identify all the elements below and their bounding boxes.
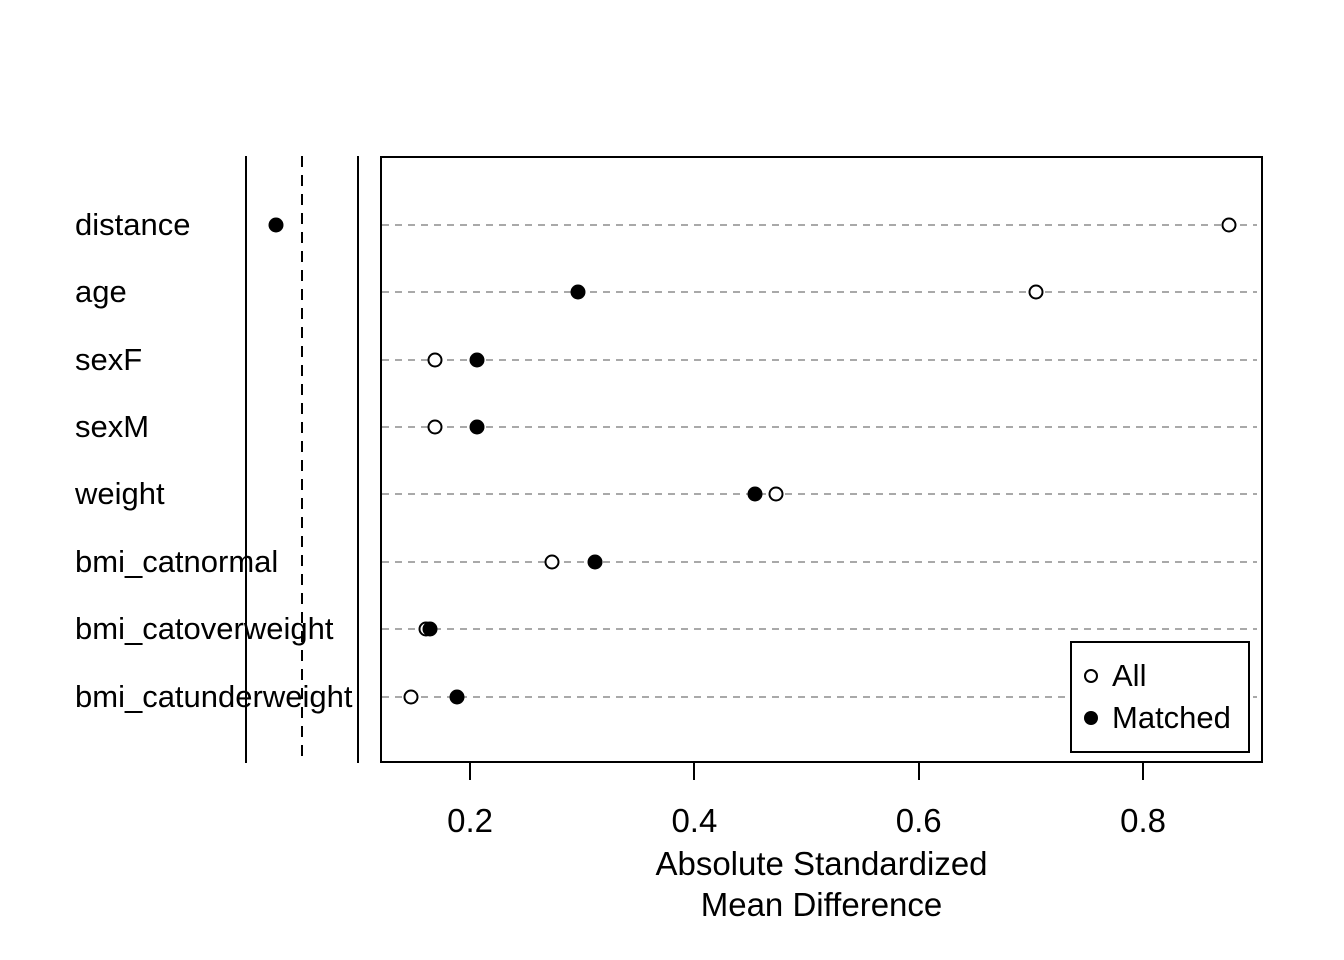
legend: All Matched [1070,641,1250,753]
point-matched-bmi_catunderweight [449,689,465,705]
point-matched-sexF [469,352,485,368]
legend-item-matched: Matched [1084,701,1248,735]
point-matched-distance [268,217,284,233]
plot-frame [380,156,1263,763]
gridline-weight [382,493,1257,496]
category-label-weight: weight [75,476,165,512]
reference-line-0 [244,156,247,763]
point-all-sexF [427,352,443,368]
legend-item-all: All [1084,659,1248,693]
x-tick-label-0.6: 0.6 [895,802,942,839]
legend-label-matched: Matched [1112,700,1231,735]
gridline-bmi_catnormal [382,560,1257,563]
point-matched-sexM [469,419,485,435]
category-label-bmi_catnormal: bmi_catnormal [75,543,279,579]
filled-circle-icon [1084,711,1098,725]
gridline-sexF [382,358,1257,361]
reference-line-0.05 [300,156,303,763]
category-label-sexF: sexF [75,341,143,377]
point-matched-weight [747,486,763,502]
point-all-distance [1221,217,1237,233]
point-all-bmi_catunderweight [403,689,419,705]
category-label-distance: distance [75,207,191,242]
point-all-bmi_catnormal [544,554,560,570]
x-tick-0.2 [469,763,472,780]
category-label-age: age [75,274,127,310]
point-matched-bmi_catoverweight [422,621,438,637]
gridline-bmi_catoverweight [382,628,1257,631]
x-tick-0.6 [917,763,920,780]
x-tick-label-0.4: 0.4 [671,802,718,839]
x-tick-0.8 [1142,763,1145,780]
point-all-weight [768,486,784,502]
x-axis-title-line-2: Mean Difference [700,886,943,923]
category-label-sexM: sexM [75,409,150,445]
gridline-age [382,291,1257,294]
x-tick-label-0.8: 0.8 [1120,802,1166,839]
gridline-sexM [382,426,1257,429]
x-axis-title: Absolute Standardized Mean Difference [380,843,1263,925]
gridline-distance [382,224,1257,226]
legend-label-all: All [1112,658,1147,693]
reference-line-0.1 [356,156,359,763]
point-all-sexM [427,419,443,435]
x-tick-0.4 [693,763,696,780]
category-label-bmi_catunderweight: bmi_catunderweight [75,678,353,714]
open-circle-icon [1084,669,1098,683]
gridline-bmi_catunderweight [382,695,1257,698]
point-matched-bmi_catnormal [587,554,603,570]
point-all-age [1028,284,1044,300]
point-matched-age [570,284,586,300]
x-tick-label-0.2: 0.2 [447,802,493,839]
x-axis-title-line-1: Absolute Standardized [655,845,988,882]
category-label-bmi_catoverweight: bmi_catoverweight [75,611,334,647]
